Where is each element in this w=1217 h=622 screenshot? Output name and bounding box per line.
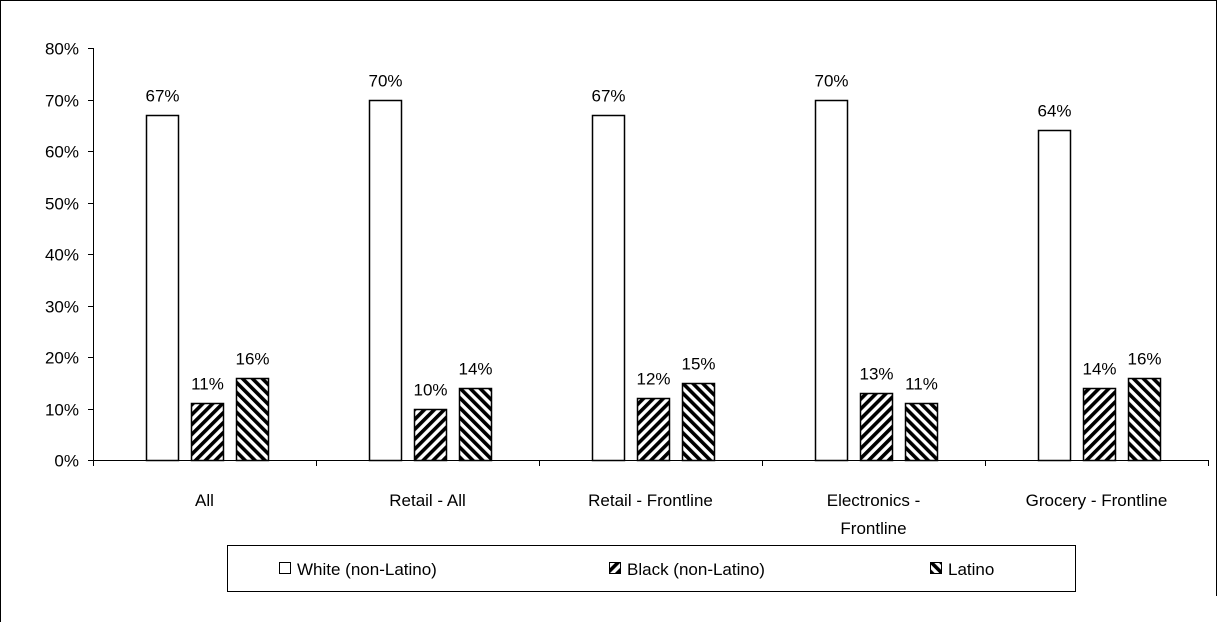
y-tick-label: 20%: [45, 349, 79, 368]
bar: [1127, 377, 1162, 462]
x-tick-label: Grocery - Frontline: [1026, 491, 1168, 510]
data-label: 70%: [368, 72, 402, 91]
bar: [458, 387, 493, 462]
data-label: 12%: [636, 370, 670, 389]
x-tick-label: Electronics -Frontline: [827, 491, 921, 538]
y-tick-label: 80%: [45, 40, 79, 59]
data-label: 64%: [1037, 102, 1071, 121]
bars: [145, 99, 1162, 462]
legend-label: Black (non-Latino): [627, 560, 765, 579]
data-label: 70%: [814, 72, 848, 91]
bar: [145, 114, 180, 462]
y-tick-label: 50%: [45, 195, 79, 214]
bar: [190, 402, 225, 462]
data-label: 16%: [235, 350, 269, 369]
bar: [591, 114, 626, 462]
bar: [859, 392, 894, 462]
bar: [413, 408, 448, 462]
legend-swatch: [609, 562, 621, 574]
data-label: 67%: [591, 87, 625, 106]
data-labels: 67% 70% 67% 70% 64% 11% 10% 12% 13% 14% 16% 14% 15% 1…: [145, 72, 1161, 400]
data-label: 11%: [905, 375, 938, 394]
x-tick-label: All: [195, 491, 214, 510]
legend-swatch: [279, 562, 291, 574]
y-tick-label: 10%: [45, 401, 79, 420]
bar: [1082, 387, 1117, 462]
legend: White (non-Latino) Black (non-Latino) Lati…: [227, 545, 1076, 592]
x-tick-label: Retail - All: [389, 491, 466, 510]
y-tick-label: 70%: [45, 92, 79, 111]
y-tick-label: 60%: [45, 143, 79, 162]
x-tick-label: Retail - Frontline: [588, 491, 713, 510]
axes: 0% 10% 20% 30% 40% 50% 60% 70% 80% All Retail - Al…: [45, 40, 1209, 538]
data-label: 13%: [859, 365, 893, 384]
legend-label: Latino: [948, 560, 994, 579]
data-label: 15%: [681, 355, 715, 374]
legend-label: White (non-Latino): [297, 560, 437, 579]
y-tick-label: 0%: [54, 452, 79, 471]
y-tick-label: 30%: [45, 298, 79, 317]
y-tick-label: 40%: [45, 246, 79, 265]
data-label: 11%: [191, 375, 224, 394]
bar: [368, 99, 403, 462]
bar: [904, 402, 939, 462]
bar: [814, 99, 849, 462]
bar: [1037, 129, 1072, 462]
data-label: 14%: [458, 360, 492, 379]
bar: [235, 377, 270, 462]
bar: [636, 397, 671, 462]
data-label: 67%: [145, 87, 179, 106]
data-label: 14%: [1082, 360, 1116, 379]
data-label: 16%: [1127, 350, 1161, 369]
bar: [681, 382, 716, 462]
data-label: 10%: [413, 381, 447, 400]
legend-swatch: [930, 562, 942, 574]
